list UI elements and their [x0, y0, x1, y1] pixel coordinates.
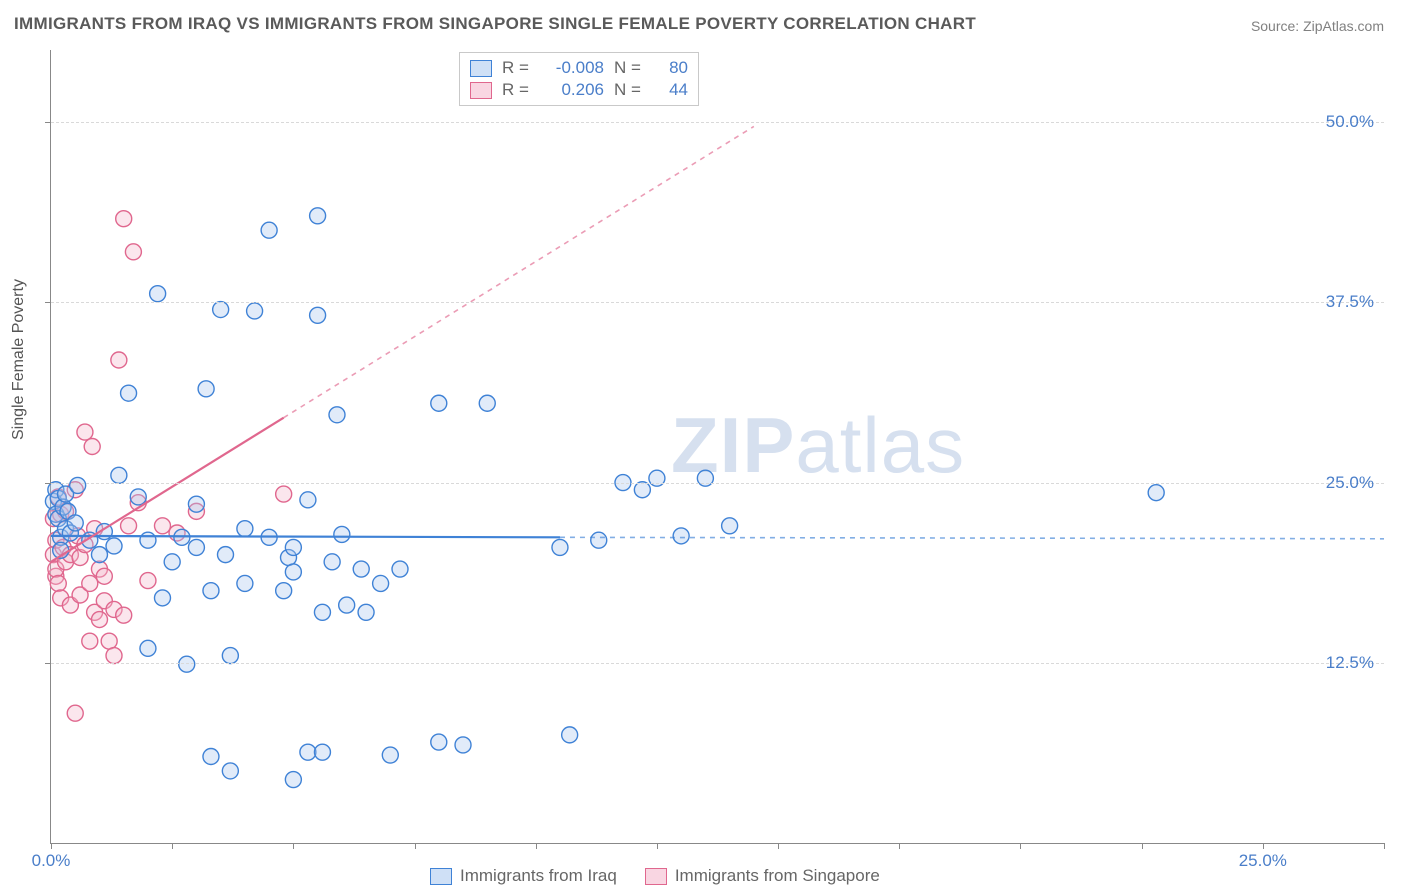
plot-area: ZIPatlas R = -0.008 N = 80 R = 0.206 N =…	[50, 50, 1384, 844]
x-tick-label: 25.0%	[1239, 851, 1287, 871]
r-value-1: 0.206	[542, 80, 604, 100]
y-tick-label: 37.5%	[1326, 292, 1374, 312]
n-label: N =	[614, 80, 644, 100]
chart-title: IMMIGRANTS FROM IRAQ VS IMMIGRANTS FROM …	[14, 14, 976, 34]
r-label: R =	[502, 80, 532, 100]
r-value-0: -0.008	[542, 58, 604, 78]
n-value-1: 44	[654, 80, 688, 100]
stats-row-series-1: R = 0.206 N = 44	[470, 79, 688, 101]
y-axis-label: Single Female Poverty	[10, 279, 28, 440]
x-tick-label: 0.0%	[32, 851, 71, 871]
y-tick-label: 50.0%	[1326, 112, 1374, 132]
y-tick-label: 12.5%	[1326, 653, 1374, 673]
swatch-series-0	[470, 60, 492, 77]
chart-svg	[51, 50, 1384, 843]
legend-item-1: Immigrants from Singapore	[645, 866, 880, 886]
legend-label-1: Immigrants from Singapore	[675, 866, 880, 886]
n-label: N =	[614, 58, 644, 78]
source-label: Source: ZipAtlas.com	[1251, 18, 1384, 34]
legend-item-0: Immigrants from Iraq	[430, 866, 617, 886]
legend-label-0: Immigrants from Iraq	[460, 866, 617, 886]
legend-swatch-1	[645, 868, 667, 885]
n-value-0: 80	[654, 58, 688, 78]
bottom-legend: Immigrants from Iraq Immigrants from Sin…	[430, 866, 880, 886]
swatch-series-1	[470, 82, 492, 99]
stats-row-series-0: R = -0.008 N = 80	[470, 57, 688, 79]
stats-legend-box: R = -0.008 N = 80 R = 0.206 N = 44	[459, 52, 699, 106]
r-label: R =	[502, 58, 532, 78]
legend-swatch-0	[430, 868, 452, 885]
y-tick-label: 25.0%	[1326, 473, 1374, 493]
